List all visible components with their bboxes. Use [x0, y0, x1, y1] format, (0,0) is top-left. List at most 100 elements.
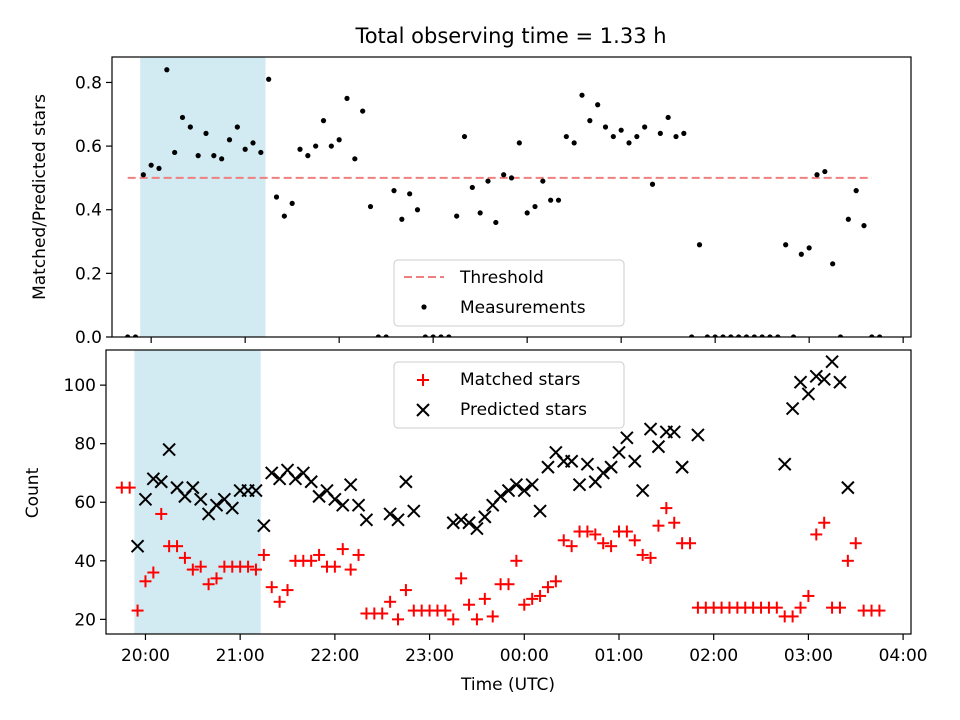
bottom-y-axis-label: Count [23, 467, 43, 518]
measurement-point [132, 334, 139, 337]
predicted-star-point [533, 504, 547, 518]
measurement-point [344, 95, 350, 101]
measurement-point [273, 194, 280, 200]
matched-star-point [668, 516, 681, 529]
predicted-star-point [541, 460, 555, 474]
top-panel: 0.00.20.40.60.8 Matched/Predicted stars … [30, 56, 912, 348]
predicted-star-point [643, 422, 658, 436]
measurement-point [305, 153, 311, 159]
predicted-star-point [778, 457, 792, 471]
bottom-panel: 20 40 60 80 100 20:00 21:00 22:00 23:00 00:00 01:0… [23, 349, 928, 695]
predicted-star-point [446, 516, 460, 530]
measurement-point [250, 140, 256, 146]
legend-matched-label: Matched stars [460, 370, 580, 390]
matched-star-point [510, 554, 523, 567]
matched-star-point [178, 551, 191, 564]
measurement-point [172, 149, 178, 156]
measurement-point [634, 133, 640, 140]
matched-star-point [644, 551, 657, 564]
predicted-star-point [462, 516, 476, 530]
measurement-point [704, 334, 710, 337]
matched-star-point [265, 581, 278, 594]
x-tick-label: 02:00 [689, 646, 738, 666]
predicted-star-point [407, 504, 421, 518]
matched-star-point [344, 563, 357, 576]
matched-star-point [171, 540, 184, 553]
legend-predicted-label: Predicted stars [460, 400, 587, 420]
matched-star-point [131, 604, 144, 617]
matched-star-point [210, 572, 223, 585]
predicted-star-point [249, 483, 263, 498]
predicted-star-point [225, 501, 239, 515]
measurement-point [367, 203, 374, 210]
predicted-star-point [833, 375, 847, 389]
predicted-star-point [351, 498, 366, 512]
predicted-star-point [336, 498, 350, 512]
predicted-star-point [525, 477, 539, 492]
measurement-point [289, 200, 295, 206]
legend-threshold-label: Threshold [459, 268, 544, 288]
predicted-star-point [130, 539, 145, 553]
matched-star-point [336, 543, 349, 556]
bottom-legend: Matched stars Predicted stars [393, 361, 625, 429]
bottom-y-tick-label: 100 [64, 376, 96, 396]
measurement-point [783, 242, 789, 248]
predicted-star-point [675, 460, 689, 474]
bottom-plot-frame [105, 349, 912, 635]
predicted-star-point [312, 489, 326, 504]
matched-star-point [557, 534, 570, 547]
measurement-point [587, 118, 593, 124]
predicted-star-point [154, 475, 168, 489]
predicted-star-point [691, 428, 705, 442]
matched-star-point [463, 598, 476, 611]
measurement-point [798, 251, 804, 257]
matched-star-point [399, 584, 412, 597]
predicted-star-point [635, 483, 650, 498]
predicted-star-point [454, 513, 468, 527]
predicted-star-point [817, 372, 831, 386]
measurement-point [649, 181, 656, 187]
predicted-star-point [328, 492, 342, 507]
measurement-point [508, 175, 515, 181]
predicted-star-point [501, 483, 516, 498]
matched-star-point [770, 601, 783, 614]
top-y-tick-label: 0.0 [75, 328, 102, 348]
matched-star-point [313, 548, 326, 561]
measurement-point [759, 334, 765, 337]
measurement-point [626, 140, 632, 146]
x-tick-label: 04:00 [879, 646, 928, 666]
measurement-point [383, 334, 389, 337]
measurement-point [790, 334, 797, 337]
matched-star-point [249, 563, 262, 576]
matched-star-point [628, 534, 641, 547]
x-axis-label: Time (UTC) [460, 675, 555, 695]
predicted-star-point [517, 483, 531, 498]
matched-star-point [155, 507, 168, 520]
measurement-point [219, 156, 225, 162]
matched-star-point [589, 528, 602, 541]
measurement-point [446, 334, 452, 337]
predicted-star-point [580, 457, 595, 471]
measurement-point [320, 118, 327, 124]
predicted-star-point [257, 518, 271, 533]
matched-star-point [384, 595, 397, 608]
measurement-point [352, 156, 358, 162]
x-tick-label: 00:00 [500, 646, 549, 666]
top-y-tick-label: 0.4 [75, 201, 102, 221]
top-chart-title: Total observing time = 1.33 h [354, 24, 666, 48]
x-tick-label: 01:00 [594, 646, 643, 666]
predicted-star-point [162, 442, 176, 457]
predicted-star-point [146, 472, 161, 486]
measurement-point [195, 153, 201, 159]
measurement-point [360, 108, 366, 114]
measurement-point [775, 334, 781, 337]
measurement-point [822, 168, 828, 175]
matched-star-point [455, 572, 468, 585]
matched-star-point [202, 578, 215, 591]
matched-star-point [328, 560, 341, 573]
predicted-star-point [809, 369, 824, 384]
measurement-point [493, 219, 499, 226]
predicted-star-point [493, 489, 508, 504]
predicted-star-point [801, 387, 816, 401]
measurement-point [869, 334, 875, 337]
